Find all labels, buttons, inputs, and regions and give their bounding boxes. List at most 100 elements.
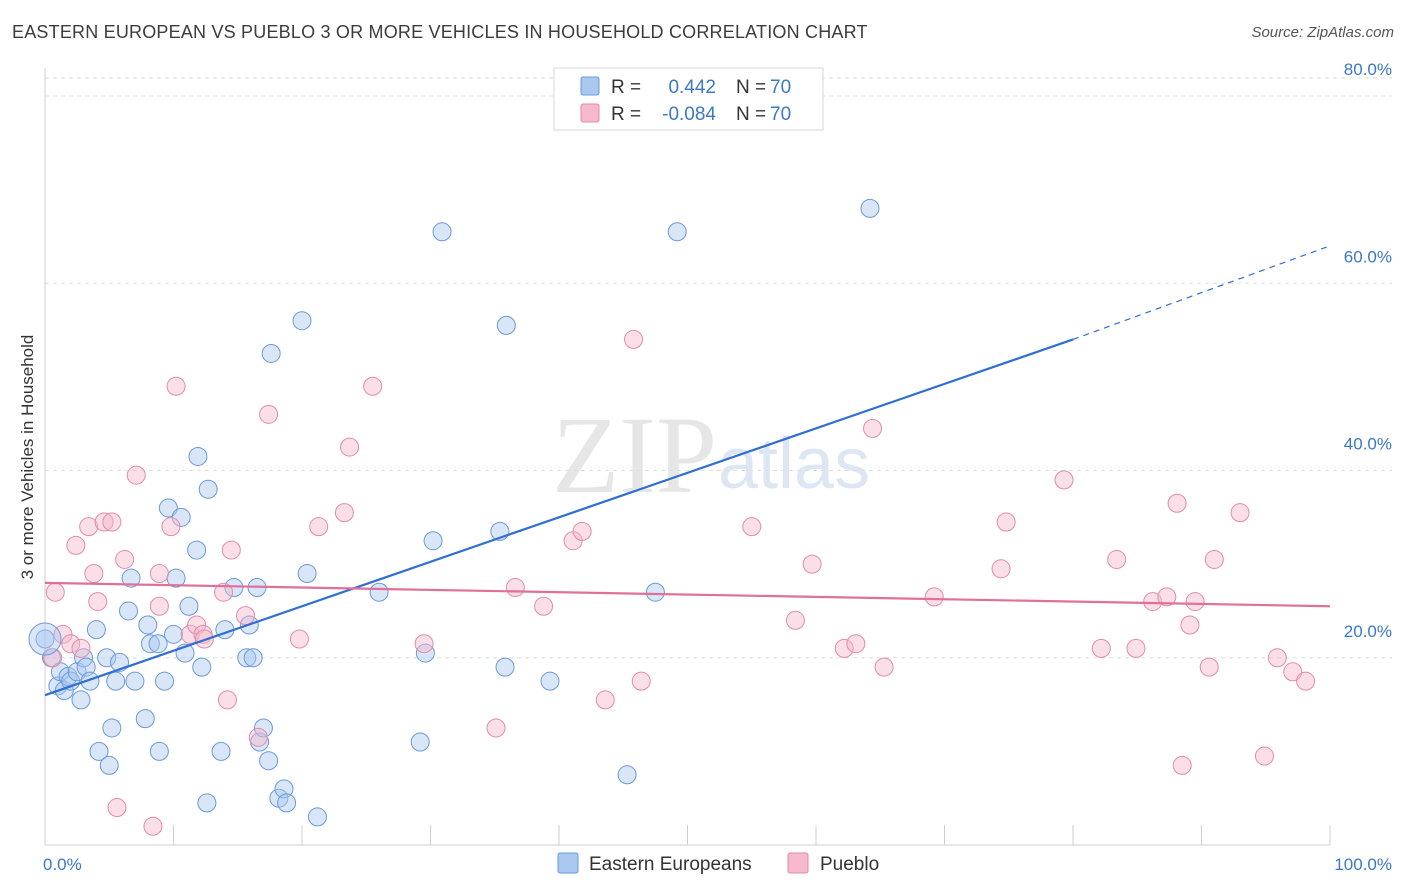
point-pueblo-7 xyxy=(84,563,104,583)
point-pueblo-30 xyxy=(309,517,329,537)
point-pueblo-58 xyxy=(1157,587,1177,607)
point-eastern-28 xyxy=(158,498,178,518)
x-tick-label-100: 100.0% xyxy=(1334,855,1392,874)
point-eastern-57 xyxy=(410,732,430,752)
point-eastern-65 xyxy=(617,765,637,785)
trend-line-eastern-extrapolated xyxy=(1072,245,1331,340)
point-pueblo-1 xyxy=(45,582,65,602)
point-eastern-42 xyxy=(237,648,257,668)
point-pueblo-33 xyxy=(363,376,383,396)
trend-line-eastern xyxy=(44,338,1074,697)
point-eastern-52 xyxy=(277,793,297,813)
legend-n-label-2: N = xyxy=(736,104,766,125)
point-pueblo-24 xyxy=(217,690,237,710)
point-eastern-0 xyxy=(35,629,55,649)
point-pueblo-29 xyxy=(289,629,309,649)
point-pueblo-4 xyxy=(66,535,86,555)
point-eastern-15 xyxy=(106,671,126,691)
point-pueblo-35 xyxy=(486,718,506,738)
point-pueblo-54 xyxy=(1091,638,1111,658)
point-pueblo-52 xyxy=(996,512,1016,532)
point-pueblo-59 xyxy=(1167,493,1187,513)
y-tick-label-20: 20.0% xyxy=(1344,622,1392,641)
point-eastern-59 xyxy=(423,531,443,551)
point-pueblo-31 xyxy=(334,503,354,523)
point-eastern-14 xyxy=(97,648,117,668)
point-eastern-38 xyxy=(197,793,217,813)
watermark-zip: ZIP xyxy=(552,394,717,516)
legend-n-label-1: N = xyxy=(736,77,766,98)
x-tick-label-0: 0.0% xyxy=(43,855,82,874)
y-tick-label-60: 60.0% xyxy=(1344,247,1392,266)
point-pueblo-51 xyxy=(991,559,1011,579)
point-pueblo-40 xyxy=(595,690,615,710)
point-pueblo-61 xyxy=(1180,615,1200,635)
point-pueblo-50 xyxy=(924,587,944,607)
point-pueblo-13 xyxy=(126,465,146,485)
point-eastern-60 xyxy=(432,222,452,242)
point-pueblo-44 xyxy=(785,610,805,630)
point-eastern-47 xyxy=(253,718,273,738)
legend-r-label-2: R = xyxy=(611,104,641,125)
point-pueblo-11 xyxy=(107,798,127,818)
point-pueblo-66 xyxy=(1254,746,1274,766)
point-pueblo-17 xyxy=(161,517,181,537)
point-eastern-20 xyxy=(121,568,141,588)
point-pueblo-60 xyxy=(1172,755,1192,775)
point-pueblo-14 xyxy=(143,816,163,836)
point-pueblo-55 xyxy=(1107,549,1127,569)
point-eastern-53 xyxy=(292,311,312,331)
point-eastern-49 xyxy=(261,343,281,363)
point-eastern-51 xyxy=(274,779,294,799)
point-eastern-36 xyxy=(192,657,212,677)
point-eastern-62 xyxy=(495,657,515,677)
point-pueblo-5 xyxy=(71,638,91,658)
point-pueblo-45 xyxy=(802,554,822,574)
point-eastern-48 xyxy=(259,751,279,771)
legend-label-pueblo: Pueblo xyxy=(820,854,879,875)
axes xyxy=(44,68,1331,846)
point-pueblo-67 xyxy=(1267,648,1287,668)
point-pueblo-10 xyxy=(102,512,122,532)
point-pueblo-36 xyxy=(505,578,525,598)
point-pueblo-49 xyxy=(874,657,894,677)
point-pueblo-6 xyxy=(79,517,99,537)
point-pueblo-15 xyxy=(149,563,169,583)
point-pueblo-16 xyxy=(149,596,169,616)
point-eastern-23 xyxy=(138,615,158,635)
y-axis-title: 3 or more Vehicles in Household xyxy=(18,335,37,580)
point-pueblo-41 xyxy=(624,329,644,349)
point-eastern-39 xyxy=(211,741,231,761)
trend-line-pueblo xyxy=(44,581,1331,608)
point-pueblo-47 xyxy=(846,634,866,654)
point-eastern-10 xyxy=(76,657,96,677)
point-eastern-8 xyxy=(71,690,91,710)
point-pueblo-53 xyxy=(1054,470,1074,490)
gridlines xyxy=(45,77,1392,659)
point-eastern-22 xyxy=(135,709,155,729)
point-eastern-18 xyxy=(102,718,122,738)
point-pueblo-56 xyxy=(1126,638,1146,658)
legend-r-label-1: R = xyxy=(611,77,641,98)
legend-n-value-1: 70 xyxy=(770,77,791,98)
point-pueblo-43 xyxy=(742,517,762,537)
y-tick-label-80: 80.0% xyxy=(1344,60,1392,79)
point-eastern-68 xyxy=(860,198,880,218)
point-pueblo-27 xyxy=(248,727,268,747)
point-pueblo-0 xyxy=(43,648,63,668)
y-tick-labels: 20.0% 40.0% 60.0% 80.0% xyxy=(1344,60,1392,641)
y-tick-label-40: 40.0% xyxy=(1344,435,1392,454)
point-eastern-35 xyxy=(188,446,208,466)
point-pueblo-32 xyxy=(340,437,360,457)
point-eastern-29 xyxy=(164,624,183,644)
point-pueblo-39 xyxy=(572,521,592,541)
legend-swatch-eastern-europeans xyxy=(557,852,579,874)
point-pueblo-48 xyxy=(863,418,883,438)
legend-label-eastern-europeans: Eastern Europeans xyxy=(589,854,752,875)
point-eastern-21 xyxy=(125,671,145,691)
point-pueblo-57 xyxy=(1143,592,1163,612)
point-eastern-11 xyxy=(80,671,100,691)
point-pueblo-63 xyxy=(1199,657,1219,677)
trend-lines xyxy=(44,245,1331,697)
